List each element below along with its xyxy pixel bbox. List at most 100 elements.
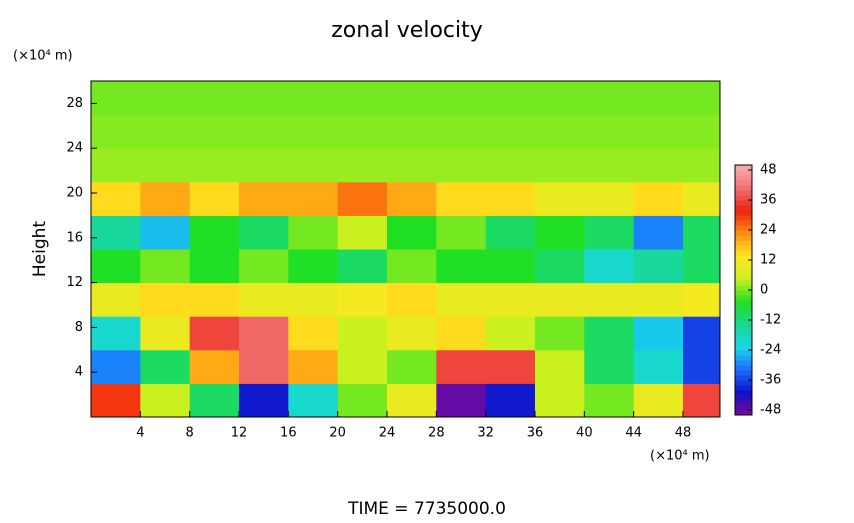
x-tick-label: 4 [136, 426, 144, 441]
colorbar-step [735, 250, 752, 256]
cell [683, 349, 720, 384]
colorbar-tick-label: -12 [760, 313, 781, 328]
cell [535, 316, 585, 351]
cell [189, 383, 240, 417]
y-tick-label: 12 [66, 275, 83, 290]
cell [535, 349, 585, 384]
colorbar-tick-label: 48 [760, 163, 777, 178]
x-tick-label: 32 [477, 426, 494, 441]
cell [535, 114, 585, 149]
x-tick-label: 24 [379, 426, 396, 441]
cell [288, 114, 339, 149]
cell [436, 316, 487, 351]
cell [584, 148, 635, 183]
cell [239, 316, 289, 351]
cell [387, 181, 437, 216]
cell [584, 282, 635, 317]
colorbar-tick-label: 0 [760, 283, 768, 298]
cell [485, 383, 536, 417]
cell [584, 81, 635, 116]
colorbar-step [735, 255, 752, 261]
colorbar-tick-label: 12 [760, 253, 777, 268]
colorbar-step [735, 385, 752, 391]
cell [140, 349, 191, 384]
cell [485, 215, 536, 250]
cell [91, 148, 141, 183]
y-tick-label: 28 [66, 96, 83, 111]
colorbar-step [735, 270, 752, 276]
cell [633, 316, 684, 351]
cell [387, 249, 437, 284]
cell [535, 81, 585, 116]
colorbar-step [735, 275, 752, 281]
cell [387, 81, 437, 116]
cell [485, 181, 536, 216]
colorbar-step [735, 220, 752, 226]
cell [337, 316, 388, 351]
cell [140, 215, 191, 250]
colorbar-step [735, 295, 752, 301]
cell [683, 383, 720, 417]
colorbar-step [735, 410, 752, 416]
cell [683, 114, 720, 149]
cell [387, 148, 437, 183]
cell [584, 181, 635, 216]
cell [337, 81, 388, 116]
cell [288, 81, 339, 116]
colorbar-tick-label: 36 [760, 193, 777, 208]
cell [189, 249, 240, 284]
cell [436, 383, 487, 417]
cell [140, 316, 191, 351]
colorbar-tick-label: -36 [760, 373, 781, 388]
x-tick-label: 16 [280, 426, 297, 441]
cell [584, 114, 635, 149]
cell [337, 249, 388, 284]
colorbar-step [735, 185, 752, 191]
cell [140, 81, 191, 116]
colorbar-step [735, 260, 752, 266]
cell [387, 383, 437, 417]
colorbar-step [735, 240, 752, 246]
colorbar-step [735, 355, 752, 361]
cell [239, 215, 289, 250]
colorbar-step [735, 345, 752, 351]
colorbar-step [735, 170, 752, 176]
cell [633, 349, 684, 384]
cell [288, 215, 339, 250]
cell [584, 349, 635, 384]
x-tick-label: 40 [576, 426, 593, 441]
colorbar-step [735, 405, 752, 411]
colorbar-step [735, 335, 752, 341]
cell [387, 114, 437, 149]
colorbar-step [735, 310, 752, 316]
cell [288, 282, 339, 317]
cell [288, 249, 339, 284]
cell [387, 349, 437, 384]
cell [584, 383, 635, 417]
cell [485, 148, 536, 183]
cell [189, 349, 240, 384]
colorbar-step [735, 305, 752, 311]
colorbar-step [735, 285, 752, 291]
cell [337, 181, 388, 216]
cell [189, 316, 240, 351]
cell [189, 215, 240, 250]
colorbar-step [735, 225, 752, 231]
y-tick-label: 8 [75, 320, 83, 335]
x-tick-label: 8 [186, 426, 194, 441]
x-tick-label: 48 [675, 426, 692, 441]
plot-frame [90, 80, 721, 418]
cell [337, 282, 388, 317]
cell [584, 249, 635, 284]
colorbar-step [735, 320, 752, 326]
cell [535, 383, 585, 417]
cell [436, 282, 487, 317]
cell [535, 148, 585, 183]
colorbar-step [735, 280, 752, 286]
cell [683, 215, 720, 250]
cell [683, 81, 720, 116]
cell [633, 148, 684, 183]
cell [485, 249, 536, 284]
cell [436, 148, 487, 183]
colorbar-step [735, 190, 752, 196]
